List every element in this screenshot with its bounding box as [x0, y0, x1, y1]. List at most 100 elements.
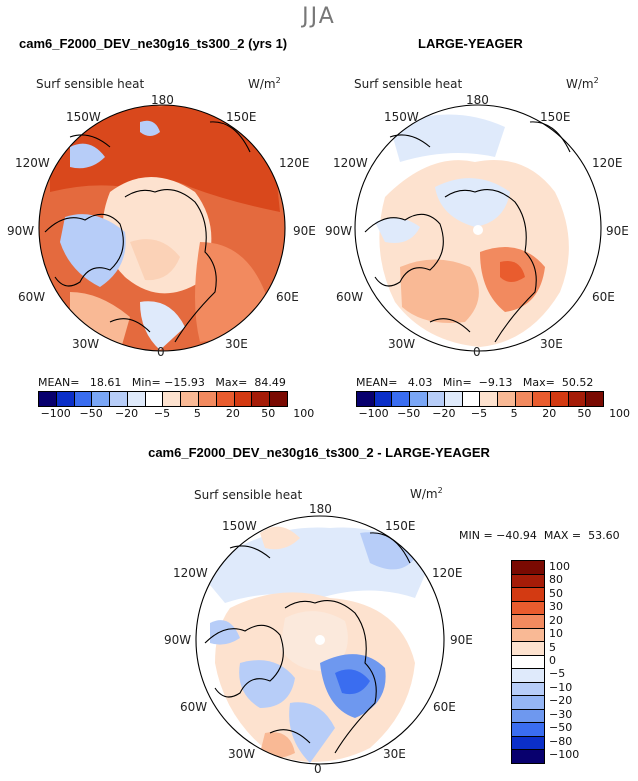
- panel1-label-150w: 150W: [66, 110, 101, 124]
- panel1-label-120e: 120E: [279, 156, 310, 170]
- colorbar-swatch: [512, 668, 544, 682]
- colorbar-swatch: [180, 392, 199, 406]
- colorbar-tick-label: 20: [225, 407, 240, 420]
- colorbar-swatch: [512, 561, 544, 574]
- panel1-label-30w: 30W: [72, 337, 100, 351]
- colorbar-swatch: [532, 392, 551, 406]
- colorbar-tick-label: 50: [261, 407, 276, 420]
- colorbar-tick-label: −20: [549, 694, 573, 708]
- panel1-polar-map: [38, 104, 286, 352]
- panel3-label-120e: 120E: [432, 566, 463, 580]
- colorbar-swatch: [512, 735, 544, 750]
- panel1-label-120w: 120W: [15, 156, 50, 170]
- panel2-label-60w: 60W: [336, 290, 364, 304]
- colorbar-tick-label: −5: [549, 667, 566, 681]
- panel3-colorbar: [511, 560, 545, 764]
- colorbar-tick-label: 5: [193, 407, 201, 420]
- panel2-label-90e: 90E: [606, 224, 629, 238]
- colorbar-swatch: [567, 392, 586, 406]
- colorbar-swatch: [512, 587, 544, 601]
- season-title: JJA: [302, 4, 336, 29]
- colorbar-swatch: [198, 392, 216, 406]
- panel2-label-150e: 150E: [540, 110, 571, 124]
- panel3-minmax: MIN = −40.94 MAX = 53.60: [459, 529, 620, 542]
- panel1-label-180: 180: [151, 93, 174, 107]
- colorbar-swatch: [251, 392, 270, 406]
- colorbar-swatch: [512, 600, 544, 615]
- colorbar-tick-label: 50: [577, 407, 592, 420]
- colorbar-swatch: [512, 614, 544, 628]
- panel2-label-90w: 90W: [325, 224, 353, 238]
- panel1-label-150e: 150E: [226, 110, 257, 124]
- colorbar-swatch: [233, 392, 252, 406]
- panel3-label-180: 180: [309, 502, 332, 516]
- colorbar-tick-label: −10: [549, 680, 573, 694]
- panel3-unit: W/m2: [410, 486, 443, 501]
- panel1-title: cam6_F2000_DEV_ne30g16_ts300_2 (yrs 1): [19, 36, 288, 51]
- colorbar-swatch: [55, 392, 74, 406]
- colorbar-swatch: [497, 392, 515, 406]
- panel2-field-label: Surf sensible heat: [354, 77, 463, 91]
- colorbar-swatch: [550, 392, 568, 406]
- colorbar-swatch: [162, 392, 181, 406]
- panel1-stats: MEAN= 18.61 Min= −15.93 Max= 84.49: [38, 376, 286, 389]
- panel3-polar-map: [195, 515, 445, 765]
- colorbar-swatch: [479, 392, 498, 406]
- colorbar-swatch: [512, 573, 544, 588]
- panel3-label-30w: 30W: [228, 747, 256, 761]
- colorbar-tick-label: 5: [549, 640, 556, 654]
- panel1-label-0: 0: [157, 345, 165, 359]
- panel3-label-120w: 120W: [173, 566, 208, 580]
- panel2-stats: MEAN= 4.03 Min= −9.13 Max= 50.52: [356, 376, 594, 389]
- panel3-colorbar-labels: 100 80 50 30 20 10 5 0 −5 −10 −20 −30 −50 −80 −100: [549, 560, 609, 762]
- colorbar-tick-label: 5: [510, 407, 518, 420]
- colorbar-tick-label: −5: [153, 407, 171, 420]
- colorbar-swatch: [391, 392, 409, 406]
- panel2-label-30e: 30E: [540, 337, 563, 351]
- colorbar-swatch: [512, 708, 544, 723]
- colorbar-tick-label: 10: [549, 627, 563, 641]
- colorbar-tick-label: 20: [549, 613, 563, 627]
- colorbar-tick-label: −5: [470, 407, 488, 420]
- panel3-label-90w: 90W: [164, 633, 192, 647]
- colorbar-swatch: [39, 392, 56, 406]
- colorbar-swatch: [512, 627, 544, 642]
- panel2-label-120e: 120E: [592, 156, 623, 170]
- colorbar-tick-label: 0: [549, 654, 556, 667]
- colorbar-tick-label: −20: [432, 407, 456, 420]
- colorbar-swatch: [73, 392, 92, 406]
- colorbar-tick-label: 30: [549, 600, 563, 614]
- panel3-label-60e: 60E: [433, 700, 456, 714]
- panel2-label-60e: 60E: [592, 290, 615, 304]
- colorbar-tick-label: 50: [549, 586, 563, 600]
- colorbar-swatch: [512, 681, 544, 696]
- colorbar-swatch: [408, 392, 427, 406]
- colorbar-swatch: [357, 392, 374, 406]
- colorbar-swatch: [444, 392, 462, 406]
- panel1-label-90e: 90E: [293, 224, 316, 238]
- panel1-label-60e: 60E: [276, 290, 299, 304]
- panel1-colorbar: [38, 391, 288, 407]
- colorbar-tick-label: 80: [549, 573, 563, 587]
- panel2-unit: W/m2: [566, 76, 599, 91]
- colorbar-swatch: [426, 392, 445, 406]
- colorbar-tick-label: 100: [293, 407, 315, 420]
- panel2-label-150w: 150W: [384, 110, 419, 124]
- colorbar-swatch: [373, 392, 392, 406]
- panel2-label-180: 180: [466, 93, 489, 107]
- panel3-label-150w: 150W: [222, 519, 257, 533]
- panel3-title: cam6_F2000_DEV_ne30g16_ts300_2 - LARGE-Y…: [148, 445, 490, 460]
- panel2-label-0: 0: [473, 345, 481, 359]
- panel3-label-0: 0: [314, 762, 322, 776]
- panel2-polar-map: [354, 104, 602, 352]
- colorbar-swatch: [144, 392, 163, 406]
- colorbar-swatch: [461, 392, 480, 406]
- panel3-label-30e: 30E: [383, 747, 406, 761]
- colorbar-tick-label: −100: [358, 407, 389, 420]
- colorbar-swatch: [512, 641, 544, 655]
- panel3-label-90e: 90E: [450, 633, 473, 647]
- colorbar-swatch: [215, 392, 234, 406]
- colorbar-swatch: [512, 654, 544, 669]
- colorbar-tick-label: 100: [549, 559, 570, 573]
- colorbar-swatch: [126, 392, 145, 406]
